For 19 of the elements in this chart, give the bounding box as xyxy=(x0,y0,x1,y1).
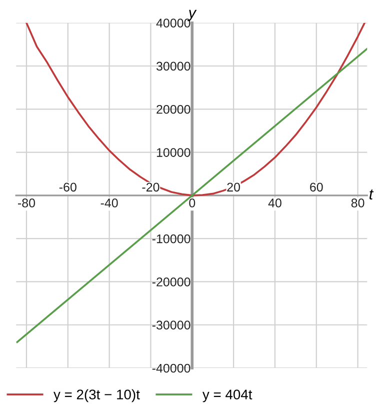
y-tick-label: -20000 xyxy=(152,278,190,286)
x-tick-label: 0 xyxy=(189,198,196,208)
x2-tick-label: 20 xyxy=(227,182,240,192)
x-tick-label: -80 xyxy=(18,198,36,208)
legend-label: y = 404t xyxy=(202,390,252,402)
x-tick-label: 80 xyxy=(351,198,364,208)
y-tick-label: -30000 xyxy=(152,320,190,330)
y-tick-label: 30000 xyxy=(156,62,190,71)
y-tick-label: -40000 xyxy=(152,364,190,373)
legend-label: y = 2(3t − 10)t xyxy=(54,389,140,402)
x-axis-title: t xyxy=(370,190,374,200)
x2-tick-label: -20 xyxy=(142,182,160,192)
x2-tick-label: 60 xyxy=(310,182,323,192)
y-tick-label: 10000 xyxy=(156,148,190,157)
y-tick-label: -10000 xyxy=(152,234,190,244)
x-tick-label: -40 xyxy=(100,198,118,208)
x2-tick-label: -60 xyxy=(59,182,76,192)
x-tick-label: 40 xyxy=(268,198,282,208)
y-tick-label: 20000 xyxy=(156,104,190,114)
